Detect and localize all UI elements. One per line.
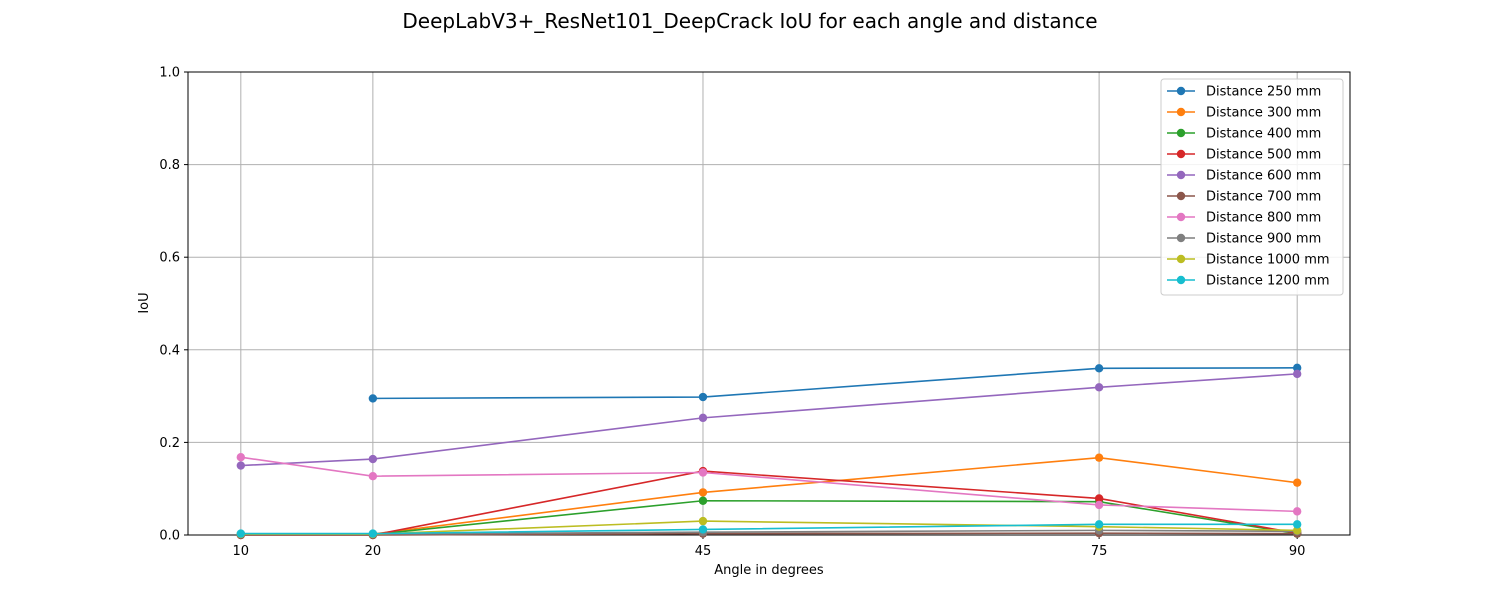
series-line xyxy=(372,367,1298,400)
y-tick-label: 0.6 xyxy=(159,251,180,266)
legend-label: Distance 1000 mm xyxy=(1206,253,1330,268)
legend-label: Distance 250 mm xyxy=(1206,85,1321,100)
series-group xyxy=(236,363,1302,540)
x-axis-label: Angle in degrees xyxy=(714,563,824,578)
series-6 xyxy=(236,453,1302,516)
legend-item: Distance 900 mm xyxy=(1167,232,1321,247)
legend-marker xyxy=(1176,128,1186,138)
legend: Distance 250 mm Distance 300 mm Distance 4… xyxy=(1160,78,1344,296)
data-point xyxy=(698,525,708,534)
legend-label: Distance 300 mm xyxy=(1206,106,1321,121)
data-point xyxy=(1094,500,1104,510)
data-point xyxy=(1094,520,1104,529)
axis-ticks: 10 20 45 75 90 0.0 0.2 0.4 0.6 0.8 1.0 xyxy=(159,66,1305,560)
legend-item: Distance 600 mm xyxy=(1167,169,1321,184)
data-point xyxy=(236,453,246,462)
data-point xyxy=(698,516,708,526)
series-4 xyxy=(236,369,1302,470)
legend-label: Distance 800 mm xyxy=(1206,211,1321,226)
legend-label: Distance 700 mm xyxy=(1206,190,1321,205)
x-tick-label: 20 xyxy=(365,544,382,559)
data-point xyxy=(1094,364,1104,373)
data-point xyxy=(698,468,708,477)
y-tick-label: 0.4 xyxy=(159,343,180,358)
data-point xyxy=(698,392,708,402)
legend-box xyxy=(1160,78,1344,296)
legend-marker xyxy=(1176,254,1186,264)
data-point xyxy=(1292,520,1302,529)
legend-marker xyxy=(1176,275,1186,285)
y-axis-label: IoU xyxy=(137,292,152,313)
y-tick-label: 0.2 xyxy=(159,436,180,451)
series-9 xyxy=(236,520,1302,538)
data-point xyxy=(236,461,246,470)
legend-item: Distance 300 mm xyxy=(1167,106,1321,121)
data-point xyxy=(698,496,708,505)
y-tick-label: 1.0 xyxy=(159,66,180,81)
legend-marker xyxy=(1176,212,1186,222)
data-point xyxy=(1094,494,1104,503)
series-line xyxy=(240,470,1298,536)
data-point xyxy=(1292,369,1302,379)
chart-title: DeepLabV3+_ResNet101_DeepCrack IoU for e… xyxy=(402,9,1097,33)
data-point xyxy=(698,413,708,423)
legend-label: Distance 400 mm xyxy=(1206,127,1321,142)
data-point xyxy=(1094,383,1104,392)
series-line xyxy=(240,456,1298,513)
data-point xyxy=(368,454,378,464)
data-point xyxy=(236,529,246,538)
legend-item: Distance 500 mm xyxy=(1167,148,1321,163)
x-tick-label: 45 xyxy=(695,544,712,559)
x-tick-label: 10 xyxy=(233,544,250,559)
y-tick-label: 0.0 xyxy=(159,529,180,544)
data-point xyxy=(1292,526,1302,535)
legend-marker xyxy=(1176,107,1186,117)
legend-marker xyxy=(1176,233,1186,243)
data-point xyxy=(1292,507,1302,516)
legend-item: Distance 1200 mm xyxy=(1167,274,1330,289)
legend-item: Distance 700 mm xyxy=(1167,190,1321,205)
x-tick-label: 90 xyxy=(1289,544,1306,559)
legend-marker xyxy=(1176,149,1186,159)
legend-item: Distance 400 mm xyxy=(1167,127,1321,142)
plot-area-frame xyxy=(187,71,1351,536)
data-point xyxy=(1094,453,1104,462)
y-tick-label: 0.8 xyxy=(159,158,180,173)
data-point xyxy=(1292,478,1302,487)
series-0 xyxy=(368,363,1302,403)
legend-item: Distance 250 mm xyxy=(1167,85,1321,100)
legend-marker xyxy=(1176,191,1186,201)
legend-marker xyxy=(1176,86,1186,96)
legend-label: Distance 600 mm xyxy=(1206,169,1321,184)
legend-label: Distance 500 mm xyxy=(1206,148,1321,163)
legend-label: Distance 1200 mm xyxy=(1206,274,1330,289)
legend-label: Distance 900 mm xyxy=(1206,232,1321,247)
series-1 xyxy=(236,453,1302,539)
series-line xyxy=(240,373,1298,467)
legend-marker xyxy=(1176,170,1186,180)
legend-item: Distance 1000 mm xyxy=(1167,253,1330,268)
x-tick-label: 75 xyxy=(1091,544,1108,559)
legend-item: Distance 800 mm xyxy=(1167,211,1321,226)
data-point xyxy=(368,529,378,538)
data-point xyxy=(698,488,708,497)
data-point xyxy=(368,394,378,403)
data-point xyxy=(368,471,378,481)
data-point xyxy=(1292,363,1302,373)
